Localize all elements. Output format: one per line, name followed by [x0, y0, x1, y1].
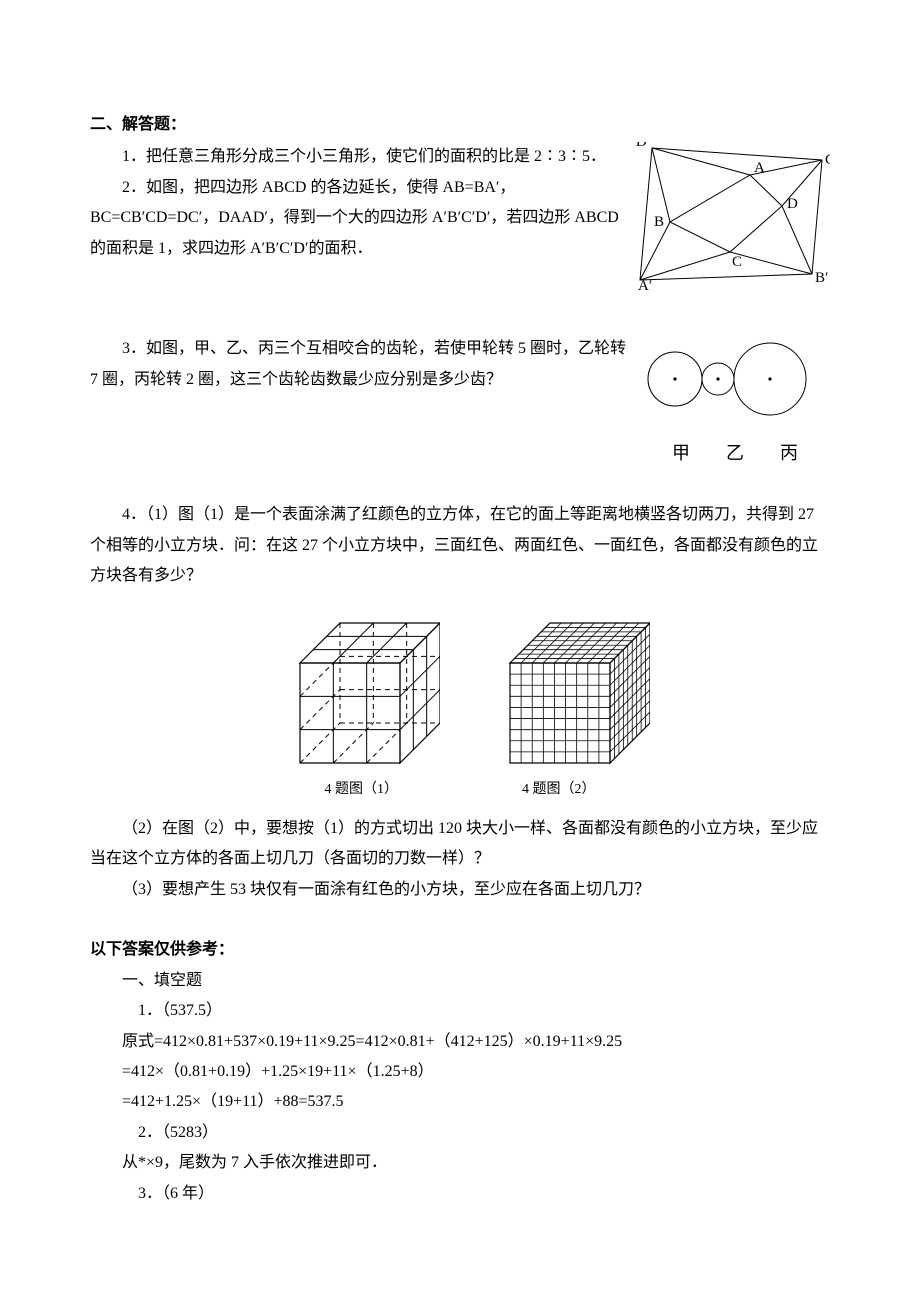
svg-text:C′: C′: [825, 152, 830, 168]
problem-1-2-block: D′C′ADBCA′B′ 1．把任意三角形分成三个小三角形，使它们的面积的比是 …: [90, 142, 830, 303]
quadrilateral-figure: D′ C′ A D B C A′ B′: [630, 142, 830, 303]
answer-1-l3: =412+1.25×（19+11）+88=537.5: [90, 1087, 830, 1117]
answer-1-l2: =412×（0.81+0.19）+1.25×19+11×（1.25+8）: [90, 1057, 830, 1087]
section-2-title: 二、解答题：: [90, 110, 830, 140]
problem-4-3: （3）要想产生 53 块仅有一面涂有红色的小方块，至少应在各面上切几刀？: [90, 875, 830, 905]
answer-2-l1: 从*×9，尾数为 7 入手依次推进即可．: [90, 1148, 830, 1178]
svg-text:D: D: [787, 196, 798, 212]
problem-4-2: （2）在图（2）中，要想按（1）的方式切出 120 块大小一样、各面都没有颜色的…: [90, 814, 830, 875]
problem-4-23-block: （2）在图（2）中，要想按（1）的方式切出 120 块大小一样、各面都没有颜色的…: [90, 814, 830, 905]
svg-text:A′: A′: [638, 278, 652, 292]
gear-labels: 甲 乙 丙: [640, 436, 830, 470]
answer-2-num: 2．（5283）: [90, 1118, 830, 1148]
svg-text:D′: D′: [636, 142, 650, 150]
problem-4-1: 4．（1）图（1）是一个表面涂满了红颜色的立方体，在它的面上等距离地横竖各切两刀…: [90, 500, 830, 591]
answer-1-l1: 原式=412×0.81+537×0.19+11×9.25=412×0.81+（4…: [90, 1027, 830, 1057]
problem-3-block: 甲 乙 丙 3．如图，甲、乙、丙三个互相咬合的齿轮，若使甲轮转 5 圈时，乙轮转…: [90, 334, 830, 470]
answer-1-num: 1．（537.5）: [90, 996, 830, 1026]
svg-text:B′: B′: [815, 270, 828, 286]
problem-4-block: 4．（1）图（1）是一个表面涂满了红颜色的立方体，在它的面上等距离地横竖各切两刀…: [90, 500, 830, 591]
svg-text:A: A: [754, 160, 765, 176]
gears-figure: 甲 乙 丙: [640, 334, 830, 470]
svg-text:B: B: [654, 214, 664, 230]
answers-block: 以下答案仅供参考： 一、填空题 1．（537.5） 原式=412×0.81+53…: [90, 935, 830, 1209]
svg-text:C: C: [732, 254, 742, 270]
answer-3-num: 3．（6 年）: [90, 1179, 830, 1209]
answers-section: 一、填空题: [90, 966, 830, 996]
answers-title: 以下答案仅供参考：: [90, 935, 830, 965]
cube-caption-1: 4 题图（1）: [276, 777, 446, 804]
cube-captions: 4 题图（1） 4 题图（2）: [90, 777, 830, 804]
cube-figures: [90, 603, 830, 773]
cube-caption-2: 4 题图（2）: [474, 777, 644, 804]
